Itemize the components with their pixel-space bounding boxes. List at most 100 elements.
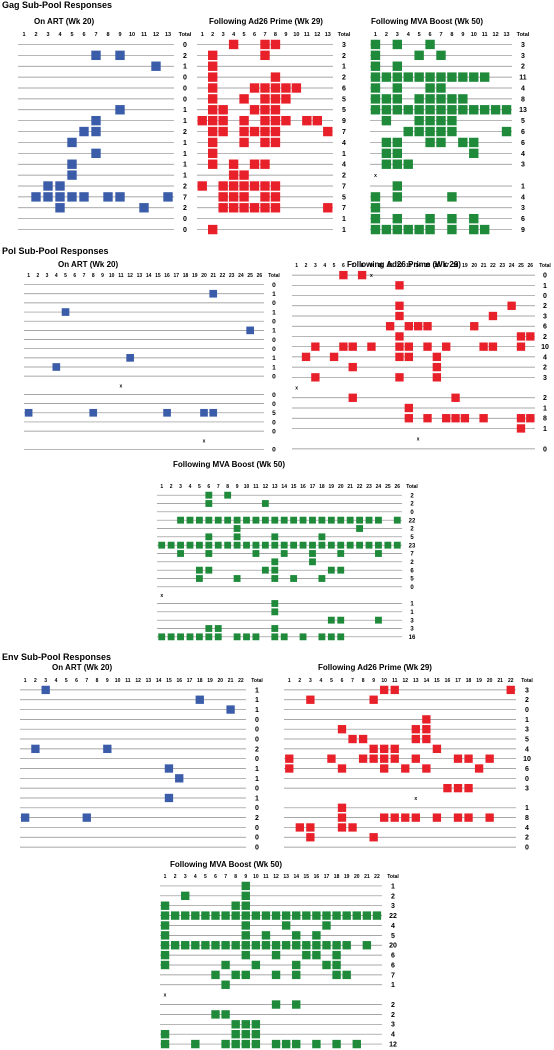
column-label: 10 [129, 32, 135, 38]
response-cell [218, 203, 228, 213]
response-cell [280, 541, 288, 549]
row-total: 5 [525, 736, 529, 743]
response-cell [414, 105, 424, 115]
column-label: 15 [304, 874, 310, 880]
response-cell [211, 911, 220, 920]
response-cell [201, 911, 210, 920]
response-cell [233, 633, 241, 641]
response-cell [281, 911, 291, 920]
response-cell [362, 941, 372, 950]
response-cell [260, 94, 270, 104]
response-cell [186, 633, 194, 641]
response-cell [160, 931, 170, 940]
response-cell [79, 192, 89, 202]
response-cell [285, 764, 294, 773]
column-label: 1 [164, 874, 167, 880]
response-cell [228, 170, 239, 180]
response-cell [55, 203, 65, 213]
response-cell [271, 633, 279, 641]
response-cell [221, 911, 230, 920]
response-cell [327, 516, 335, 524]
row-total: 0 [272, 282, 276, 289]
row-total: 0 [255, 736, 259, 743]
row-total: 2 [342, 173, 346, 180]
column-label: 5 [330, 678, 333, 684]
response-cell [280, 633, 288, 641]
row-total: 0 [272, 337, 276, 344]
column-label: 8 [234, 874, 237, 880]
response-cell [392, 61, 403, 71]
column-label: 7 [217, 484, 220, 490]
response-cell [436, 50, 446, 61]
response-cell [423, 322, 432, 331]
response-cell [447, 224, 457, 235]
row-total: 7 [342, 183, 346, 190]
response-cell [309, 558, 316, 566]
row-total: 10 [541, 344, 549, 351]
column-label: 4 [320, 678, 323, 684]
response-cell [207, 50, 218, 61]
row-total: 1 [525, 717, 529, 724]
column-label: 11 [125, 678, 131, 684]
response-cell [381, 224, 392, 235]
response-cell [271, 911, 281, 920]
response-cell [207, 61, 218, 71]
row-total: 12 [389, 1042, 397, 1049]
response-cell [337, 566, 345, 574]
response-cell [115, 192, 125, 202]
row-total: 1 [183, 173, 187, 180]
row-total: 4 [525, 746, 529, 753]
column-label: 6 [73, 273, 76, 279]
column-label: 18 [319, 484, 325, 490]
row-total: 4 [521, 151, 525, 158]
response-cell [260, 105, 270, 115]
response-cell [469, 72, 479, 82]
response-cell [309, 550, 316, 557]
response-cell [214, 541, 222, 549]
response-cell [249, 83, 260, 93]
column-label: 7 [85, 678, 88, 684]
response-cell [270, 126, 281, 137]
response-cell [469, 105, 479, 115]
column-label: 6 [341, 678, 344, 684]
row-total: 0 [272, 373, 276, 380]
response-cell [211, 1010, 220, 1019]
row-total: 0 [272, 392, 276, 399]
row-total: 3 [525, 727, 529, 734]
response-cell [291, 83, 302, 93]
response-cell [31, 744, 40, 754]
response-cell [91, 148, 101, 159]
response-cell [479, 105, 490, 115]
response-cell [411, 734, 420, 744]
column-label: 6 [253, 32, 256, 38]
response-cell [115, 105, 125, 115]
response-cell [403, 126, 413, 137]
response-cell [260, 137, 270, 148]
response-cell [270, 115, 281, 126]
response-cell [436, 83, 446, 93]
column-label: 13 [325, 32, 331, 38]
response-cell [31, 192, 41, 202]
response-cell [488, 342, 498, 351]
column-label: 20 [471, 263, 477, 269]
response-cell [501, 105, 512, 115]
response-cell [205, 491, 213, 499]
response-cell [370, 224, 381, 235]
column-label: 20 [218, 678, 224, 684]
row-total: 2 [525, 835, 529, 842]
response-cell [381, 72, 392, 82]
row-total: 6 [342, 85, 346, 92]
response-cell [442, 414, 451, 423]
response-cell [207, 126, 218, 137]
response-cell [370, 94, 381, 104]
response-cell [337, 803, 347, 812]
response-cell [299, 516, 307, 524]
response-cell [395, 332, 404, 341]
row-total: 2 [410, 527, 414, 533]
response-cell [270, 94, 281, 104]
response-cell [370, 213, 381, 224]
panel-title-gag-art: On ART (Wk 20) [34, 17, 95, 26]
response-cell [160, 921, 170, 930]
response-cell [261, 516, 269, 524]
